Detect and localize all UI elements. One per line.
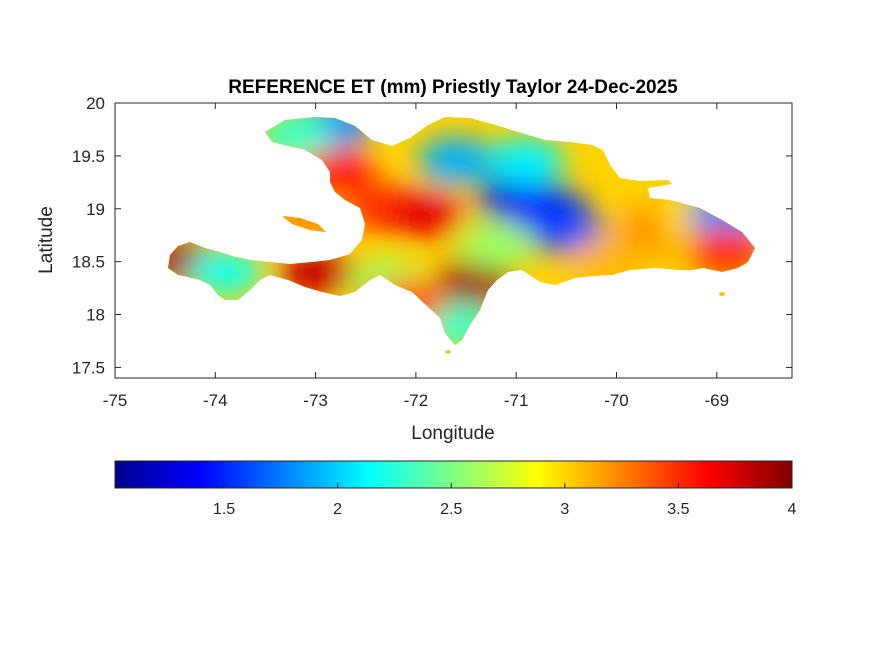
colorbar-tick-label: 2.5 bbox=[440, 501, 462, 518]
x-tick-label: -70 bbox=[604, 391, 629, 410]
colorbar-tick-label: 2 bbox=[333, 501, 342, 518]
x-axis-ticks: -75 -74 -73 -72 -71 -70 -69 bbox=[103, 103, 729, 410]
y-axis-label: Latitude bbox=[36, 206, 57, 274]
y-tick-label: 19.5 bbox=[72, 147, 105, 166]
colorbar-tick-label: 3 bbox=[560, 501, 569, 518]
colorbar-ticks: 1.5 2 2.5 3 3.5 4 bbox=[213, 483, 797, 518]
y-tick-label: 20 bbox=[86, 94, 105, 113]
x-tick-label: -75 bbox=[103, 391, 128, 410]
heatmap-cell bbox=[458, 221, 535, 270]
heatmap-cell bbox=[688, 227, 755, 276]
y-tick-label: 19 bbox=[86, 200, 105, 219]
colorbar bbox=[114, 460, 793, 489]
heatmap-cell bbox=[418, 137, 495, 186]
colorbar-tick-label: 3.5 bbox=[667, 501, 689, 518]
chart-title: REFERENCE ET (mm) Priestly Taylor 24-Dec… bbox=[228, 77, 678, 98]
x-tick-label: -69 bbox=[704, 391, 729, 410]
y-axis-ticks: 17.5 18 18.5 19 19.5 20 bbox=[72, 94, 792, 377]
y-tick-label: 17.5 bbox=[72, 358, 105, 377]
y-tick-label: 18 bbox=[86, 306, 105, 325]
colorbar-tick-label: 4 bbox=[788, 501, 797, 518]
x-tick-label: -73 bbox=[303, 391, 328, 410]
y-tick-label: 18.5 bbox=[72, 253, 105, 272]
x-tick-label: -72 bbox=[404, 391, 429, 410]
heatmap-cell bbox=[488, 137, 565, 186]
heatmap-cell bbox=[387, 190, 464, 239]
colorbar-tick-label: 1.5 bbox=[213, 501, 235, 518]
x-tick-label: -74 bbox=[203, 391, 228, 410]
x-axis-label: Longitude bbox=[411, 423, 494, 444]
x-tick-label: -71 bbox=[504, 391, 529, 410]
